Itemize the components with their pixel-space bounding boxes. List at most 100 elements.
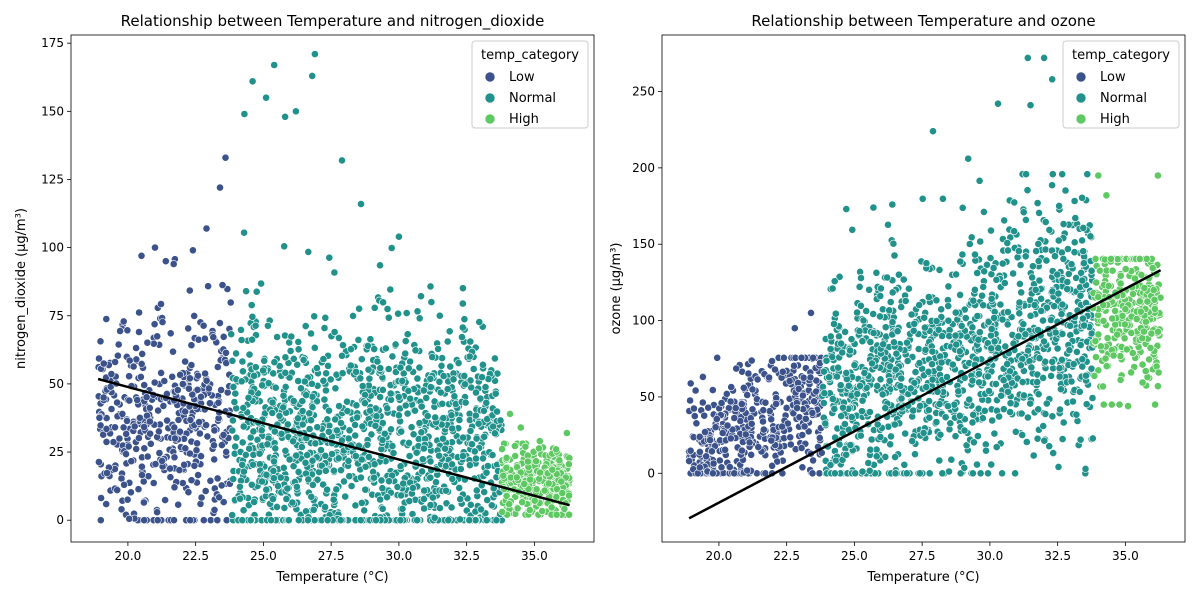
data-point bbox=[828, 353, 837, 361]
data-point bbox=[408, 483, 417, 492]
data-point bbox=[876, 433, 885, 441]
data-point bbox=[160, 377, 169, 385]
data-point bbox=[217, 481, 226, 490]
data-point bbox=[1037, 306, 1046, 315]
data-point bbox=[1001, 342, 1010, 351]
data-point bbox=[372, 516, 380, 525]
data-point bbox=[145, 403, 154, 412]
data-point bbox=[383, 305, 392, 313]
data-point bbox=[118, 409, 127, 418]
data-point bbox=[320, 395, 329, 404]
data-point bbox=[1140, 284, 1149, 292]
data-point bbox=[511, 452, 520, 460]
data-point bbox=[1035, 208, 1043, 217]
data-point bbox=[288, 498, 297, 507]
scatter-points bbox=[94, 50, 574, 525]
data-point bbox=[411, 406, 419, 415]
data-point bbox=[345, 426, 354, 435]
data-point bbox=[476, 394, 485, 403]
data-point bbox=[276, 473, 285, 482]
data-point bbox=[458, 284, 467, 293]
data-point bbox=[1118, 311, 1127, 320]
data-point bbox=[765, 407, 774, 415]
data-point bbox=[862, 307, 871, 315]
data-point bbox=[366, 335, 375, 344]
data-point bbox=[1057, 385, 1065, 394]
data-point bbox=[1069, 360, 1078, 368]
data-point bbox=[891, 469, 900, 478]
data-point bbox=[1022, 438, 1031, 446]
data-point bbox=[530, 496, 539, 505]
data-point bbox=[184, 324, 193, 333]
data-point bbox=[1020, 391, 1028, 400]
data-point bbox=[992, 380, 1000, 388]
data-point bbox=[1030, 301, 1039, 309]
data-point bbox=[789, 409, 798, 418]
data-point bbox=[367, 430, 376, 439]
data-point bbox=[305, 409, 314, 418]
data-point bbox=[1048, 357, 1057, 366]
data-point bbox=[1017, 288, 1026, 297]
data-point bbox=[1132, 315, 1141, 323]
data-point bbox=[438, 399, 447, 408]
data-point bbox=[412, 448, 421, 457]
data-point bbox=[881, 323, 890, 332]
data-point bbox=[289, 437, 297, 446]
data-point bbox=[186, 516, 195, 525]
data-point bbox=[155, 449, 164, 457]
data-point bbox=[397, 491, 405, 500]
data-point bbox=[525, 506, 534, 514]
data-point bbox=[322, 369, 330, 378]
y-tick-label: 150 bbox=[41, 104, 64, 118]
data-point bbox=[222, 447, 231, 456]
data-point bbox=[169, 260, 178, 268]
series-normal bbox=[818, 54, 1097, 478]
data-point bbox=[95, 354, 103, 363]
data-point bbox=[1070, 248, 1079, 257]
data-point bbox=[219, 430, 228, 439]
data-point bbox=[143, 452, 152, 461]
data-point bbox=[209, 333, 218, 342]
data-point bbox=[331, 384, 340, 393]
data-point bbox=[969, 469, 977, 478]
data-point bbox=[338, 156, 346, 165]
data-point bbox=[394, 411, 403, 420]
data-point bbox=[321, 451, 330, 460]
data-point bbox=[906, 384, 915, 393]
data-point bbox=[490, 429, 499, 438]
data-point bbox=[847, 413, 856, 421]
data-point bbox=[1063, 285, 1072, 293]
data-point bbox=[248, 312, 257, 321]
data-point bbox=[178, 479, 187, 487]
data-point bbox=[154, 406, 162, 415]
data-point bbox=[876, 292, 885, 300]
data-point bbox=[456, 465, 465, 473]
data-point bbox=[200, 334, 209, 343]
data-point bbox=[1017, 409, 1026, 418]
data-point bbox=[413, 374, 422, 383]
data-point bbox=[142, 393, 151, 402]
data-point bbox=[965, 240, 974, 248]
data-point bbox=[356, 374, 365, 383]
data-point bbox=[396, 462, 405, 471]
data-point bbox=[279, 391, 288, 400]
data-point bbox=[450, 392, 459, 401]
data-point bbox=[968, 418, 977, 427]
data-point bbox=[134, 485, 143, 494]
data-point bbox=[202, 224, 211, 233]
data-point bbox=[325, 406, 333, 415]
data-point bbox=[958, 250, 967, 259]
data-point bbox=[174, 415, 183, 424]
data-point bbox=[730, 469, 739, 478]
data-point bbox=[511, 442, 519, 450]
data-point bbox=[1142, 254, 1151, 263]
data-point bbox=[294, 414, 302, 423]
data-point bbox=[873, 381, 882, 390]
data-point bbox=[876, 375, 885, 384]
data-point bbox=[307, 492, 316, 501]
data-point bbox=[864, 459, 873, 467]
data-point bbox=[270, 358, 279, 367]
data-point bbox=[245, 444, 254, 453]
data-point bbox=[247, 480, 256, 489]
data-point bbox=[960, 426, 969, 435]
